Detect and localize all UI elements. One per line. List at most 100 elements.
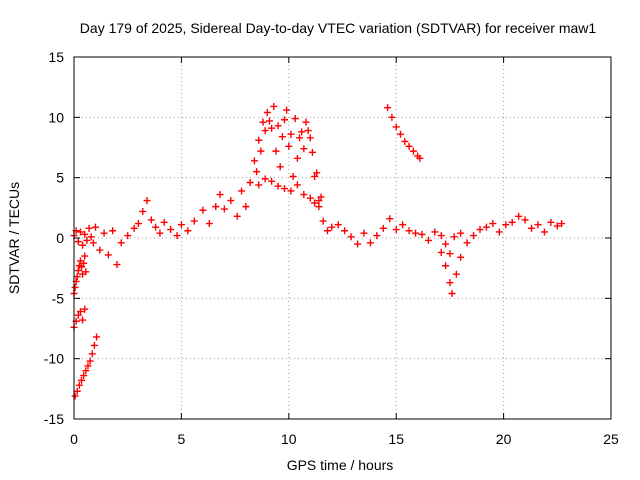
data-point [124,232,132,240]
data-point [199,206,207,214]
y-tick-labels: -15 -10 -5 0 5 10 15 [44,49,64,427]
chart-title: Day 179 of 2025, Sidereal Day-to-day VTE… [80,20,597,36]
data-point [177,221,185,229]
data-point [448,290,456,298]
data-point [233,212,241,220]
data-point [323,227,331,235]
y-tick-label: -10 [44,351,64,367]
data-point [75,381,83,389]
data-point [412,229,420,237]
data-point [87,233,95,241]
data-point [184,227,192,235]
data-point [304,127,312,135]
data-point [306,134,314,142]
data-point [311,172,319,180]
data-point [515,212,523,220]
data-point [156,229,164,237]
data-point [306,194,314,202]
data-points [70,102,566,400]
series-early-negative-c [71,333,101,400]
data-point [73,273,81,281]
data-point [74,311,82,319]
data-point [319,217,327,225]
data-point [528,224,536,232]
data-point [540,228,548,236]
data-point [296,134,304,142]
data-point [302,118,310,126]
data-point [442,240,450,248]
series-early-negative-b [70,305,89,331]
data-point [334,221,342,229]
data-point [463,239,471,247]
data-point [134,220,142,228]
data-point [291,115,299,123]
data-point [117,239,125,247]
data-point [379,224,387,232]
data-point [86,357,94,365]
data-point [79,241,87,249]
data-point [289,172,297,180]
x-tick-label: 15 [388,431,404,447]
data-point [81,252,89,260]
data-point [81,305,89,313]
data-point [452,270,460,278]
data-point [270,102,278,110]
data-point [287,130,295,138]
data-point [401,137,409,145]
data-point [495,228,503,236]
data-point [300,191,308,199]
data-point [81,230,89,238]
data-point [341,227,349,235]
data-point [272,147,280,155]
data-point [130,224,138,232]
data-point [450,233,458,241]
data-point [82,268,90,276]
x-tick-label: 5 [178,431,186,447]
series-main [70,109,566,269]
data-point [534,221,542,229]
data-point [160,218,168,226]
data-point [88,350,96,358]
x-tick-label: 25 [603,431,619,447]
data-point [227,197,235,205]
data-point [78,376,86,384]
data-point [315,197,323,205]
data-point [308,148,316,156]
data-point [90,341,98,349]
data-point [553,222,561,230]
data-point [285,142,293,150]
y-tick-label: 15 [48,49,64,65]
y-tick-label: -15 [44,411,64,427]
data-point [216,191,224,199]
data-point [508,218,516,226]
data-point [281,116,289,124]
y-tick-label: 0 [56,230,64,246]
data-point [287,187,295,195]
data-point [147,216,155,224]
series-low-band-9-11h [255,175,323,211]
data-point [255,181,263,189]
data-point [82,367,90,375]
series-isolated-arc [384,104,424,162]
data-point [85,224,93,232]
series-early-negative-a [70,252,90,298]
data-point [405,227,413,235]
data-point [89,239,97,247]
data-point [242,203,250,211]
data-point [78,263,86,271]
data-point [315,203,323,211]
data-point [268,124,276,132]
data-point [246,178,254,186]
data-point [547,218,555,226]
data-point [311,199,319,207]
data-point [317,193,325,201]
data-point [71,392,79,400]
data-point [558,220,566,228]
data-point [259,118,267,126]
data-point [274,182,282,190]
data-point [263,109,271,117]
data-point [71,283,79,291]
data-point [109,227,117,235]
data-point [143,197,151,205]
data-point [281,185,289,193]
